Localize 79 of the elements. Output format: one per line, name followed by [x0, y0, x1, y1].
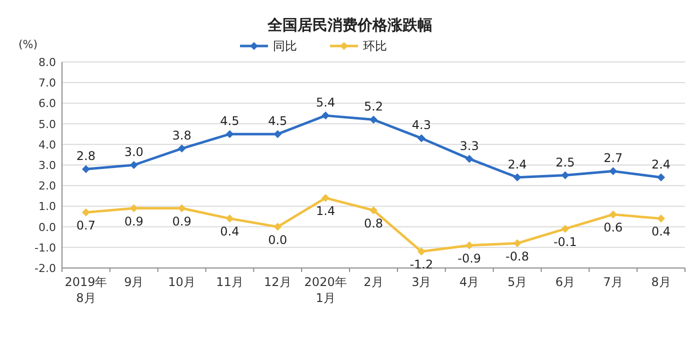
data-label: 0.8 [364, 216, 384, 230]
point [82, 165, 90, 174]
data-label: 5.4 [316, 96, 336, 110]
point [417, 248, 426, 256]
legend-label: 同比 [273, 39, 297, 53]
y-tick-label: 6.0 [38, 97, 56, 110]
data-label: 2.4 [508, 157, 527, 172]
data-label: 0.4 [651, 224, 671, 239]
data-label: 0.9 [172, 214, 192, 228]
data-label: 3.8 [172, 128, 192, 143]
y-tick-label: 0.0 [38, 220, 56, 234]
point [178, 144, 186, 153]
y-tick-label: -2.0 [34, 262, 56, 275]
data-label: 5.2 [364, 100, 384, 114]
data-label: -1.2 [410, 258, 434, 272]
point [274, 222, 282, 231]
point [370, 206, 378, 214]
data-label: 4.5 [268, 114, 288, 128]
data-label: 0.0 [268, 232, 288, 247]
data-label: -0.1 [553, 234, 577, 249]
point [130, 161, 138, 169]
x-tick-label: 11月 [216, 275, 244, 289]
data-label: 1.4 [316, 204, 336, 218]
y-tick-label: 5.0 [38, 118, 56, 131]
data-label: 2.4 [651, 157, 671, 172]
point [130, 204, 138, 212]
point [370, 116, 378, 124]
point [465, 241, 474, 250]
x-tick-label: 2020年 1月 [304, 275, 347, 305]
point [657, 173, 666, 182]
chart-title: 全国居民消费价格涨跌幅 [266, 16, 432, 34]
x-tick-label: 6月 [555, 275, 576, 289]
x-tick-label: 5月 [507, 275, 528, 289]
x-tick-label: 9月 [124, 275, 144, 289]
point [609, 210, 618, 218]
data-label: 4.5 [220, 114, 240, 128]
point [322, 112, 330, 120]
point [226, 130, 234, 138]
legend-label: 环比 [363, 39, 387, 53]
y-tick-label: 1.0 [38, 200, 56, 214]
point [561, 171, 570, 180]
data-label: 2.5 [556, 155, 575, 170]
x-tick-label: 8月 [651, 275, 671, 289]
data-label: 0.7 [76, 218, 96, 232]
x-tick-label: 4月 [460, 275, 480, 289]
y-tick-label: 2.0 [38, 180, 56, 193]
point [322, 194, 330, 202]
point [417, 134, 426, 142]
point [657, 214, 666, 223]
point [274, 130, 282, 138]
y-tick-label: 3.0 [38, 159, 56, 172]
data-label: -0.9 [458, 251, 482, 266]
data-label: 2.8 [76, 149, 96, 164]
x-tick-label: 10月 [168, 275, 196, 289]
point [513, 239, 522, 248]
y-axis-title: (%) [18, 38, 38, 51]
x-tick-label: 7月 [603, 275, 623, 289]
y-tick-label: 4.0 [38, 138, 56, 152]
point [82, 208, 90, 216]
x-tick-label: 2019年 8月 [64, 275, 108, 305]
data-label: 3.0 [124, 145, 144, 159]
y-tick-label: 8.0 [38, 56, 56, 69]
point [609, 167, 618, 176]
data-label: 3.3 [460, 138, 479, 153]
data-label: 0.4 [220, 224, 240, 239]
x-tick-label: 12月 [264, 275, 292, 289]
y-tick-label: -1.0 [34, 241, 56, 254]
data-label: 0.6 [604, 220, 623, 234]
x-tick-label: 2月 [364, 275, 384, 289]
point [226, 214, 234, 223]
data-label: 4.3 [412, 118, 431, 132]
point [513, 173, 522, 182]
data-label: 0.9 [124, 214, 144, 228]
data-label: -0.8 [506, 249, 529, 264]
x-tick-label: 3月 [412, 275, 432, 289]
data-label: 2.7 [604, 151, 623, 166]
y-tick-label: 7.0 [38, 76, 56, 90]
point [561, 224, 570, 233]
point [465, 154, 474, 163]
